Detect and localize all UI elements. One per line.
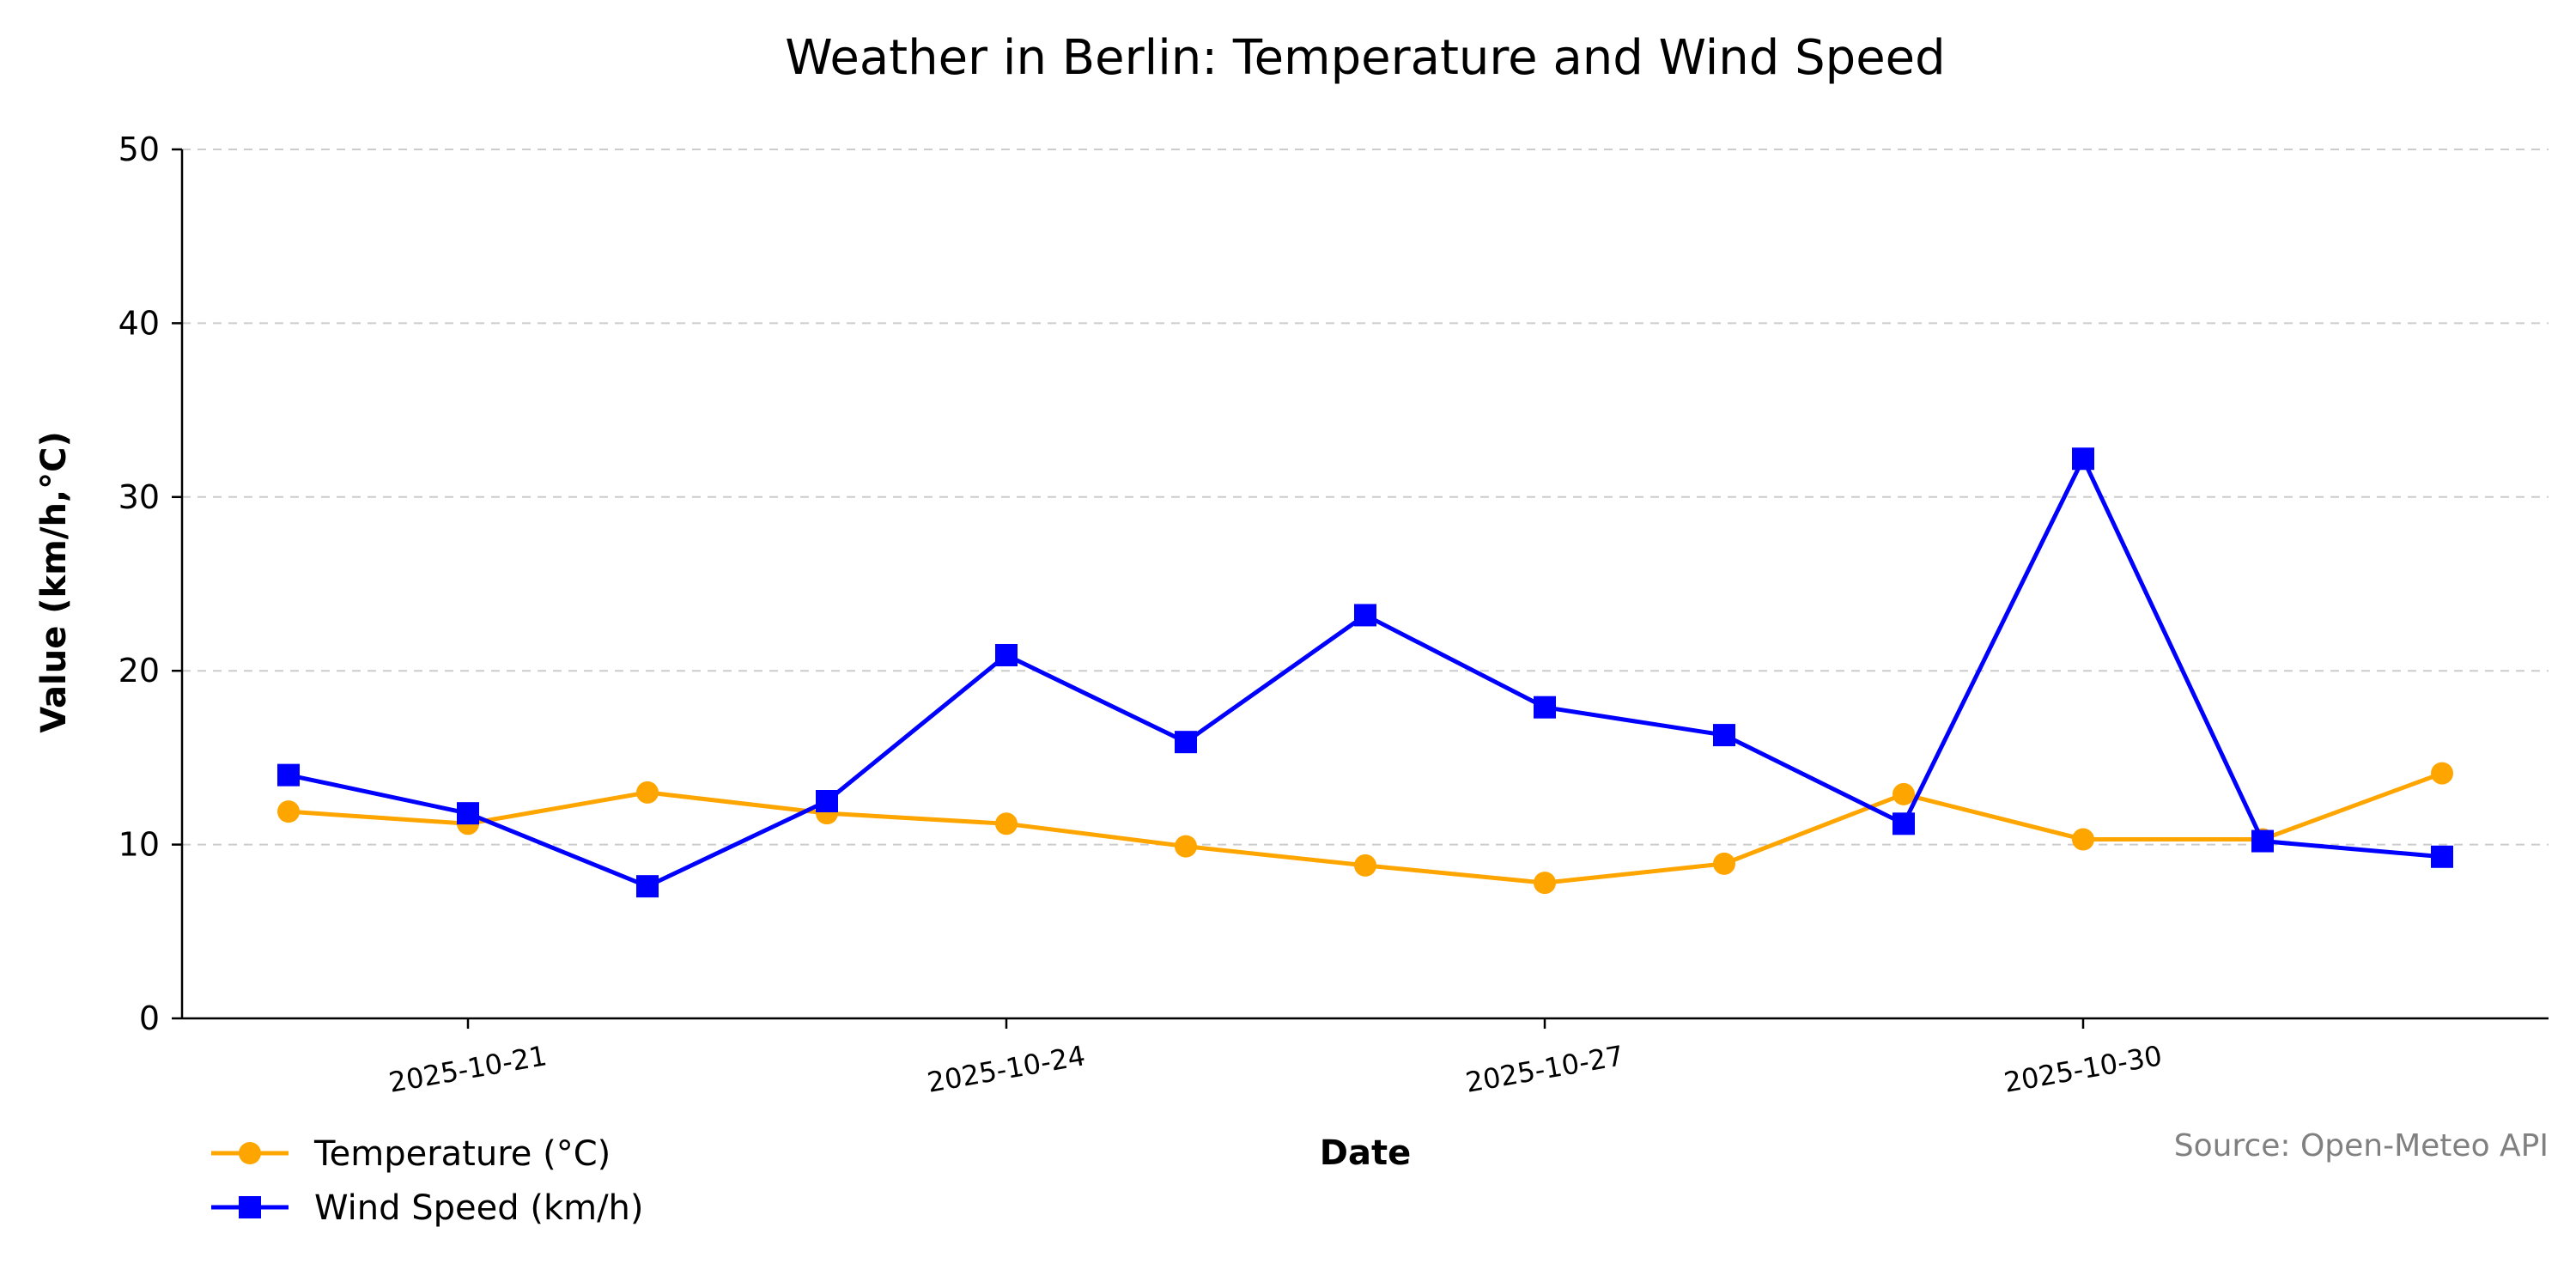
wind-speed-point	[636, 875, 659, 898]
y-axis-label: Value (km/h,°C)	[34, 431, 74, 732]
y-tick-label: 50	[118, 131, 160, 168]
wind-speed-point	[1175, 731, 1197, 754]
wind-speed-point	[2072, 447, 2094, 471]
wind-speed-point	[1713, 724, 1735, 747]
x-tick-label: 2025-10-24	[925, 1039, 1088, 1099]
temperature-point	[1175, 835, 1197, 858]
legend-item-wind-speed: Wind Speed (km/h)	[211, 1188, 644, 1228]
legend-item-temperature: Temperature (°C)	[211, 1134, 611, 1174]
y-tick-label: 30	[118, 478, 160, 516]
legend: Temperature (°C) Wind Speed (km/h)	[211, 1134, 644, 1228]
wind-speed-point	[457, 802, 479, 825]
wind-speed-series	[277, 447, 2453, 898]
chart-title: Weather in Berlin: Temperature and Wind …	[785, 30, 1945, 86]
wind-speed-line	[288, 456, 2443, 889]
wind-speed-point	[277, 763, 300, 787]
temperature-point	[1713, 852, 1735, 875]
y-tick-label: 20	[118, 652, 160, 690]
x-axis-label: Date	[1320, 1133, 1411, 1173]
x-axis: 2025-10-21 2025-10-24 2025-10-27 2025-10-30	[182, 1017, 2549, 1099]
wind-speed-point	[995, 643, 1018, 666]
x-tick-label: 2025-10-30	[2002, 1039, 2165, 1099]
temperature-point	[2431, 762, 2453, 785]
legend-label: Wind Speed (km/h)	[314, 1188, 644, 1228]
temperature-point	[277, 800, 300, 823]
wind-speed-point	[1893, 812, 1915, 835]
temperature-point	[1893, 782, 1915, 805]
wind-speed-point	[816, 790, 838, 812]
temperature-point	[1534, 872, 1556, 895]
y-tick-label: 40	[118, 304, 160, 342]
y-axis: 0 10 20 30 40 50	[118, 131, 184, 1037]
wind-speed-point	[2251, 829, 2274, 853]
temperature-series	[277, 762, 2453, 895]
source-note: Source: Open-Meteo API	[2174, 1128, 2549, 1163]
wind-speed-point	[1354, 604, 1376, 627]
temperature-point	[995, 812, 1018, 835]
grid-lines	[182, 149, 2549, 846]
legend-marker	[239, 1142, 261, 1164]
wind-speed-point	[2431, 845, 2453, 868]
temperature-point	[1354, 854, 1376, 877]
y-tick-label: 10	[118, 826, 160, 864]
temperature-point	[2072, 828, 2094, 851]
wind-speed-point	[1534, 696, 1556, 719]
y-tick-label: 0	[139, 999, 160, 1037]
legend-label: Temperature (°C)	[313, 1134, 611, 1174]
temperature-point	[636, 781, 659, 804]
legend-marker	[239, 1196, 261, 1218]
x-tick-label: 2025-10-21	[386, 1039, 550, 1099]
plot-series	[277, 447, 2453, 898]
x-tick-label: 2025-10-27	[1463, 1039, 1626, 1099]
